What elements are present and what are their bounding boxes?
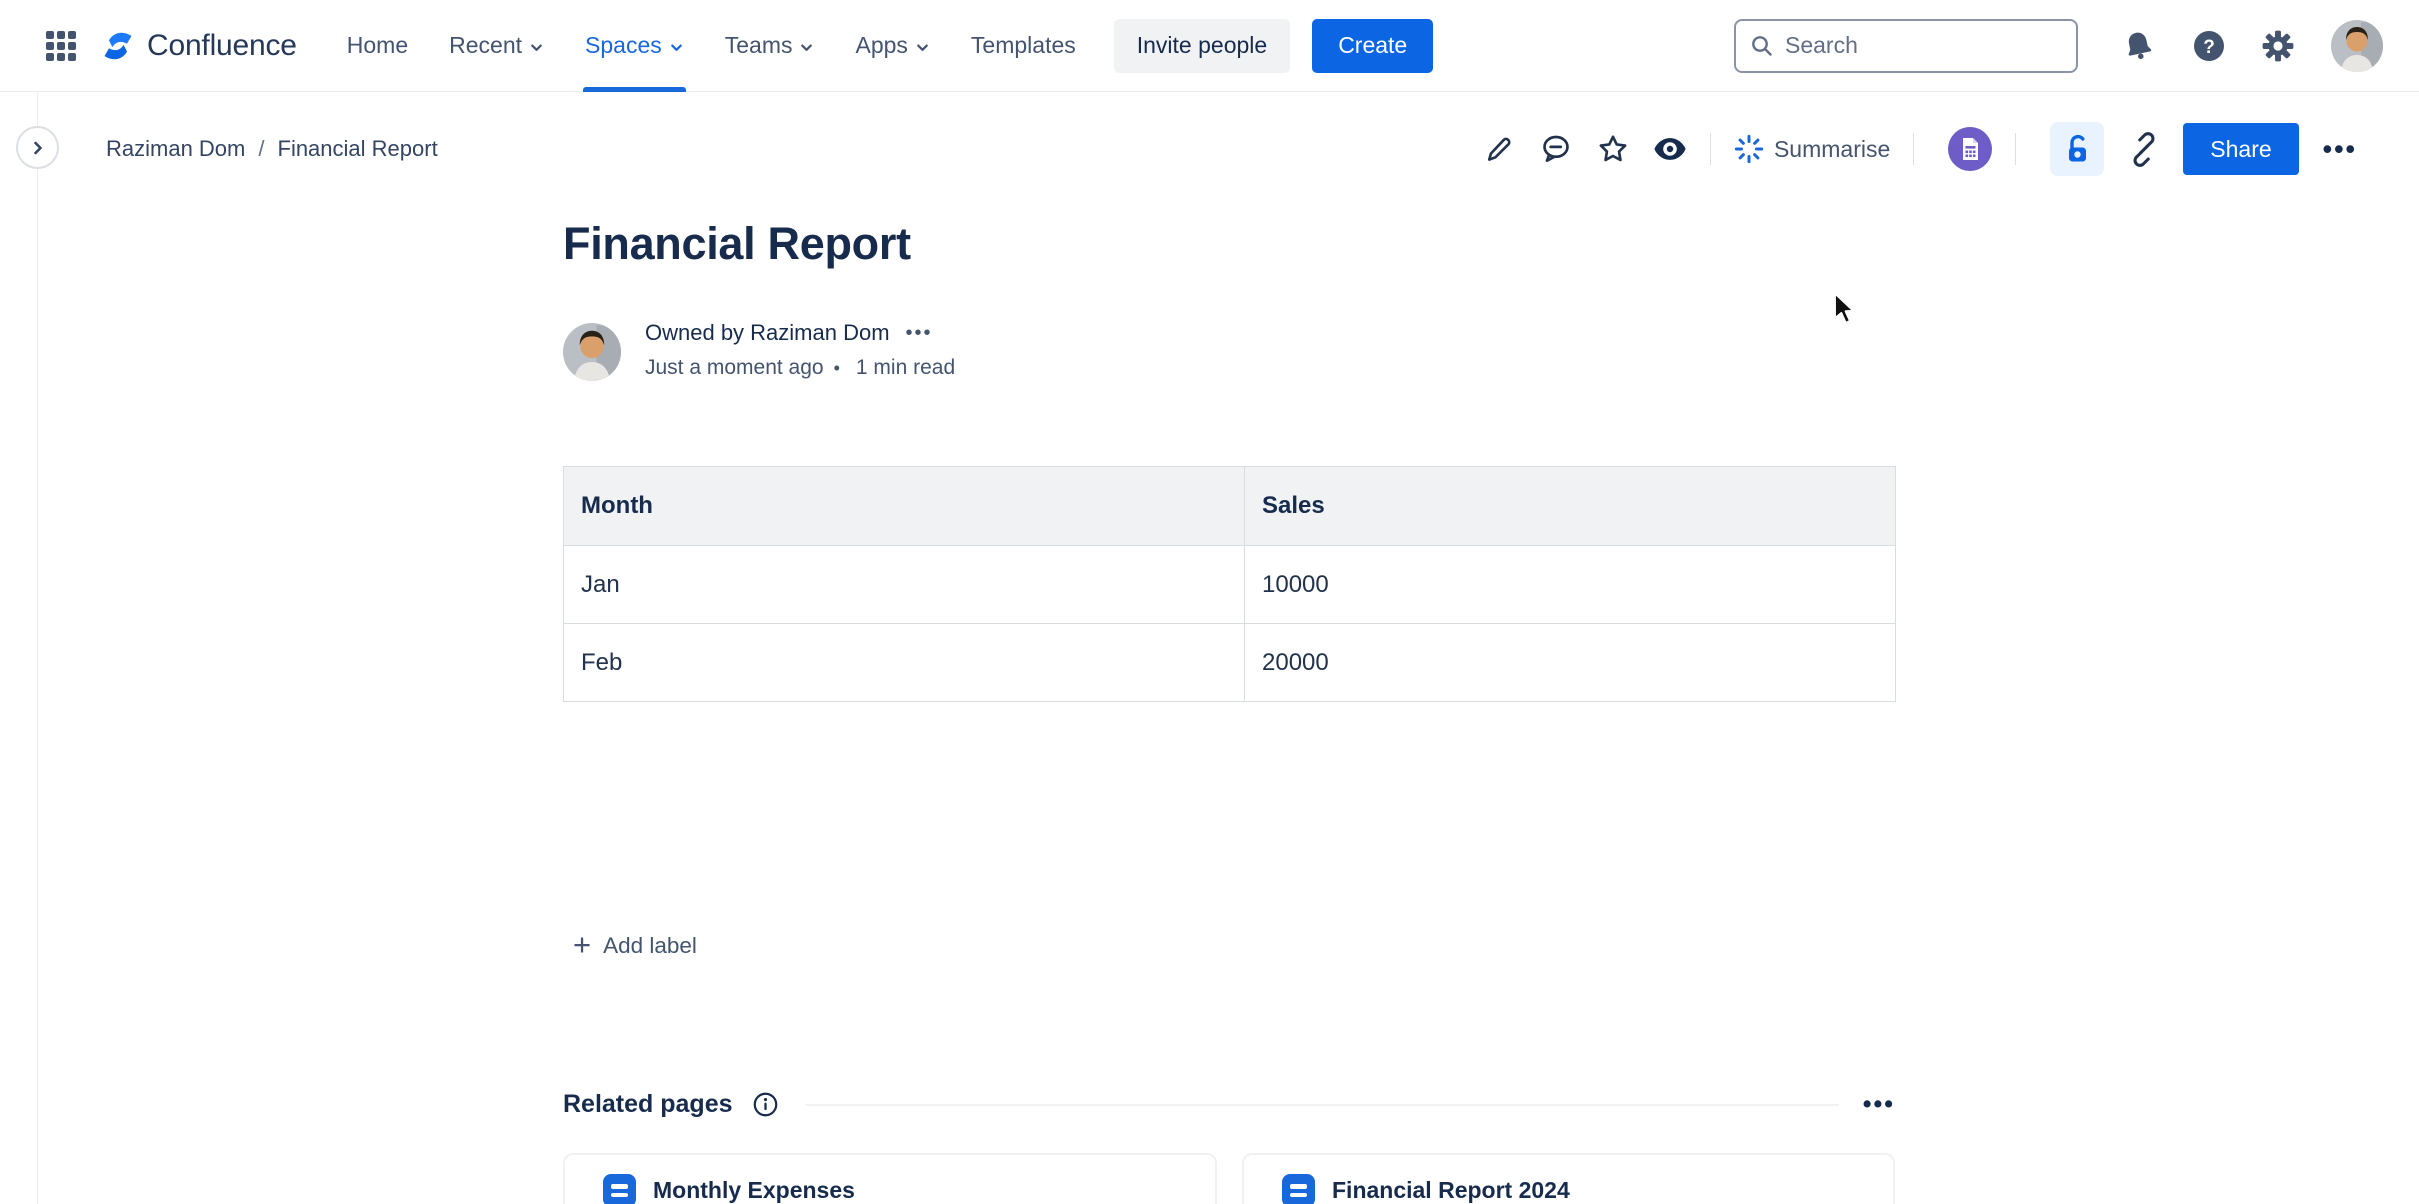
related-pages-title: Related pages bbox=[563, 1090, 733, 1118]
breadcrumb-separator: / bbox=[258, 136, 265, 161]
page-doc-icon bbox=[1282, 1174, 1315, 1204]
sales-table: Month Sales Jan 10000 Feb 20000 bbox=[563, 466, 1896, 702]
more-actions-button[interactable]: ••• bbox=[2322, 133, 2357, 164]
expand-sidebar-button[interactable] bbox=[16, 126, 59, 169]
table-cell-sales[interactable]: 20000 bbox=[1244, 623, 1896, 702]
logo-wordmark: Confluence bbox=[147, 28, 297, 62]
star-icon[interactable] bbox=[1596, 132, 1630, 166]
nav-item-recent[interactable]: Recent bbox=[449, 0, 544, 92]
settings-gear-icon[interactable] bbox=[2261, 29, 2295, 63]
primary-nav: Home Recent Spaces Teams Apps Templates bbox=[347, 0, 1076, 92]
toolbar-divider bbox=[2015, 133, 2017, 165]
table-cell-sales[interactable]: 10000 bbox=[1244, 545, 1896, 624]
page-title: Financial Report bbox=[563, 218, 911, 269]
nav-item-apps[interactable]: Apps bbox=[855, 0, 929, 92]
owned-by-text[interactable]: Owned by Raziman Dom bbox=[645, 320, 890, 345]
help-icon[interactable]: ? bbox=[2192, 29, 2226, 63]
info-icon[interactable] bbox=[753, 1092, 778, 1117]
ai-sparkle-icon bbox=[1734, 134, 1764, 164]
toolbar-divider bbox=[1709, 133, 1711, 165]
share-button[interactable]: Share bbox=[2183, 123, 2299, 175]
comment-icon[interactable] bbox=[1539, 132, 1573, 166]
analytics-app-icon[interactable] bbox=[1948, 127, 1993, 171]
owner-avatar[interactable] bbox=[563, 323, 621, 381]
chevron-down-icon bbox=[531, 44, 542, 51]
copy-link-icon[interactable] bbox=[2127, 131, 2161, 167]
chevron-down-icon bbox=[801, 44, 813, 51]
create-button[interactable]: Create bbox=[1312, 18, 1434, 73]
notifications-bell-icon[interactable] bbox=[2122, 29, 2155, 62]
table-header-sales: Sales bbox=[1244, 466, 1896, 546]
page-doc-icon bbox=[603, 1174, 636, 1204]
search-icon bbox=[1752, 35, 1772, 56]
related-page-card[interactable]: Monthly Expenses bbox=[563, 1153, 1217, 1204]
table-cell-month[interactable]: Feb bbox=[563, 623, 1245, 702]
breadcrumb-space[interactable]: Raziman Dom bbox=[106, 136, 246, 161]
watch-eye-icon[interactable] bbox=[1653, 132, 1687, 166]
unlock-icon bbox=[2069, 134, 2087, 162]
top-navigation-bar: Confluence Home Recent Spaces Teams Apps bbox=[0, 0, 2419, 92]
chevron-right-icon bbox=[33, 141, 42, 154]
table-row: Feb 20000 bbox=[563, 623, 1896, 702]
chevron-down-icon bbox=[670, 44, 682, 51]
meta-separator: • bbox=[833, 357, 840, 378]
last-updated-text[interactable]: Just a moment ago bbox=[645, 356, 824, 379]
byline-more-button[interactable]: ••• bbox=[905, 321, 933, 344]
add-label-text: Add label bbox=[603, 933, 697, 958]
nav-item-home[interactable]: Home bbox=[346, 32, 409, 58]
page-toolbar: Summarise bbox=[1459, 122, 2357, 176]
invite-people-button[interactable]: Invite people bbox=[1113, 18, 1291, 73]
related-page-title: Financial Report 2024 bbox=[1332, 1177, 1570, 1203]
plus-icon: + bbox=[573, 927, 592, 962]
related-page-card[interactable]: Financial Report 2024 bbox=[1242, 1153, 1895, 1204]
nav-item-spaces[interactable]: Spaces bbox=[583, 0, 686, 92]
summarise-button[interactable]: Summarise bbox=[1734, 134, 1890, 164]
confluence-logo-icon bbox=[104, 32, 132, 59]
table-cell-month[interactable]: Jan bbox=[563, 545, 1245, 624]
related-page-title: Monthly Expenses bbox=[653, 1177, 855, 1203]
summarise-label: Summarise bbox=[1773, 135, 1891, 162]
table-header-month: Month bbox=[563, 466, 1245, 546]
chevron-down-icon bbox=[917, 44, 928, 51]
related-more-button[interactable]: ••• bbox=[1862, 1090, 1895, 1118]
read-time-text: 1 min read bbox=[855, 356, 956, 379]
search-input[interactable]: Search bbox=[1734, 18, 2078, 73]
add-label-button[interactable]: + Add label bbox=[573, 927, 697, 962]
nav-item-templates[interactable]: Templates bbox=[970, 32, 1076, 58]
breadcrumb: Raziman Dom / Financial Report bbox=[106, 136, 438, 162]
user-avatar[interactable] bbox=[2331, 19, 2383, 72]
breadcrumb-page[interactable]: Financial Report bbox=[277, 136, 438, 161]
nav-item-teams[interactable]: Teams bbox=[725, 0, 815, 92]
section-divider bbox=[805, 1103, 1839, 1106]
table-row: Jan 10000 bbox=[563, 545, 1896, 624]
edit-pencil-icon[interactable] bbox=[1482, 132, 1516, 166]
svg-text:?: ? bbox=[2203, 37, 2215, 58]
search-placeholder: Search bbox=[1785, 32, 1858, 58]
table-header-row: Month Sales bbox=[563, 466, 1896, 546]
app-switcher-icon[interactable] bbox=[46, 30, 76, 61]
confluence-logo[interactable]: Confluence bbox=[98, 28, 297, 64]
related-pages-header: Related pages ••• bbox=[563, 1090, 1895, 1119]
byline: Owned by Raziman Dom ••• Just a moment a… bbox=[563, 320, 955, 381]
page-header-row: Raziman Dom / Financial Report bbox=[38, 93, 2419, 205]
article-content: Financial Report Owned by Raziman Dom ••… bbox=[563, 0, 1896, 1204]
sidebar-divider bbox=[37, 93, 38, 1204]
restrictions-unlocked-button[interactable] bbox=[2050, 122, 2105, 176]
toolbar-divider bbox=[1913, 133, 1915, 165]
